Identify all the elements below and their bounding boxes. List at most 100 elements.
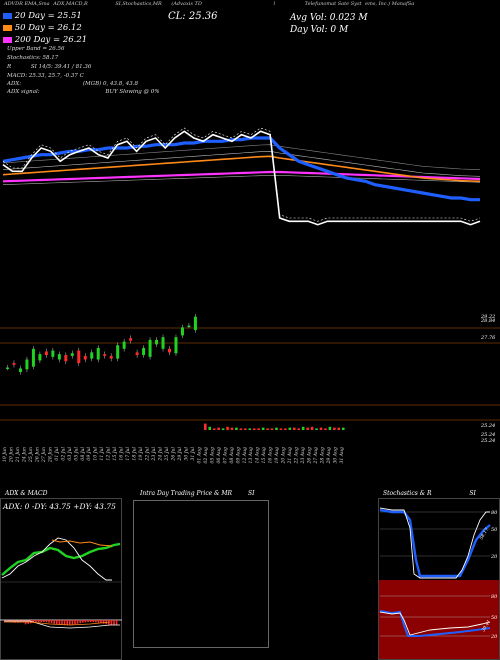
stochastics-stat: Stochastics: 58.17 — [7, 55, 59, 61]
volume-bar — [333, 427, 336, 430]
adx-label: ADX: — [7, 81, 22, 87]
date-tick-label: 01 Jul — [54, 446, 60, 460]
date-tick-label: 09 Aug — [235, 447, 241, 464]
date-tick-label: 15 Aug — [261, 447, 267, 464]
date-tick-label: 24 Jul — [158, 446, 164, 461]
date-tick-label: 01 Aug — [196, 447, 202, 464]
adx-panel — [0, 498, 122, 660]
volume-ylabel: 25.24 — [480, 438, 495, 444]
ma20-label: 20 Day = 25.51 — [14, 11, 82, 21]
date-tick-label: 05 Aug — [209, 447, 215, 464]
date-tick-label: 22 Jul — [145, 446, 151, 461]
volume-bar — [301, 426, 305, 430]
ma50-swatch — [3, 24, 12, 31]
candle-body — [193, 316, 197, 331]
volume-bar — [284, 428, 287, 430]
header-seg-5: Telefunomat Sate Syst — [304, 1, 362, 7]
stoch-title-main: Stochastics & R — [383, 490, 432, 497]
ma200-line — [2, 170, 481, 183]
volume-bar — [324, 428, 327, 430]
date-tick-label: 28 Jun — [47, 447, 53, 463]
candle-body — [161, 337, 165, 349]
volume-bar — [341, 427, 345, 430]
adx-signal-label: ADX signal: — [7, 89, 40, 95]
date-tick-label: 15 Jul — [112, 446, 118, 460]
date-tick-label: 12 Aug — [242, 447, 248, 464]
date-tick-label: 17 Jul — [125, 446, 131, 460]
date-tick-label: 26 Jun — [34, 447, 40, 463]
ma200-swatch — [3, 36, 12, 43]
date-tick-label: 26 Aug — [307, 447, 313, 465]
volume-bar — [261, 427, 265, 430]
price-dotted-line — [2, 127, 481, 222]
ma20-legend: 20 Day = 25.51 — [3, 11, 82, 21]
rsi-r: R — [7, 64, 12, 70]
header-seg-6: ems, Inc.) ManafSa — [365, 1, 415, 7]
candle-body — [6, 367, 9, 370]
ma200-legend: 200 Day = 26.21 — [3, 35, 87, 45]
date-tick-label: 23 Jul — [151, 446, 157, 461]
date-tick-label: 30 Aug — [332, 447, 338, 464]
candle-body — [109, 355, 113, 359]
candle-body — [31, 348, 35, 367]
date-tick-label: 22 Aug — [294, 447, 300, 465]
date-tick-label: 27 Aug — [313, 447, 319, 465]
volume-bar — [328, 426, 332, 430]
candle-body — [57, 354, 61, 360]
ma200-label: 200 Day = 26.21 — [14, 35, 88, 45]
date-tick-label: 08 Jul — [80, 446, 86, 460]
date-tick-label: 16 Aug — [268, 447, 274, 464]
date-tick-label: 19 Jun — [2, 447, 8, 462]
candle-body — [103, 354, 107, 356]
header-seg-0: ADVDR EMA,Sma — [4, 1, 50, 7]
date-tick-label: 08 Aug — [229, 447, 235, 464]
candle-body — [135, 352, 139, 356]
intraday-title-main: Intra Day Trading Price & MR — [140, 490, 233, 497]
date-tick-label: 31 Aug — [339, 447, 345, 464]
volume-bar — [266, 428, 269, 430]
volume-bar — [252, 428, 256, 430]
date-tick-label: 12 Jul — [106, 446, 112, 460]
date-tick-label: 20 Aug — [281, 447, 287, 465]
candle-body — [155, 339, 159, 345]
date-tick-label: 02 Jul — [60, 446, 66, 460]
candle-body — [77, 350, 81, 364]
macd-stat: MACD: 25.33, 25.7, -0.37 C — [7, 73, 84, 79]
rsi-values: SI 14/5: 39.41 / 81.36 — [30, 64, 92, 70]
adx-panel-title: ADX & MACD — [5, 490, 48, 497]
date-tick-label: 18 Jul — [132, 446, 138, 460]
candle-body — [174, 337, 178, 354]
date-tick-label: 13 Aug — [248, 447, 254, 464]
candle-body — [116, 345, 120, 359]
date-tick-label: 24 Jun — [21, 447, 27, 463]
stoch-title-si: SI — [469, 490, 476, 497]
date-tick-label: 19 Aug — [274, 447, 280, 464]
adx-line: ADX: (MGB) 0, 43.8, 43.8 — [7, 81, 138, 87]
date-tick-label: 06 Aug — [216, 447, 222, 464]
candle-body — [187, 325, 191, 328]
ma50-line — [2, 155, 481, 183]
candle-body — [168, 348, 171, 353]
candle-body — [70, 353, 74, 356]
date-tick-label: 05 Jul — [73, 446, 79, 460]
day-volume: Day Vol: 0 M — [290, 25, 349, 35]
date-tick-label: 30 Jul — [183, 446, 189, 460]
date-tick-label: 09 Jul — [86, 446, 92, 460]
volume-bar — [293, 427, 296, 430]
date-tick-label: 11 Jul — [99, 446, 105, 460]
lower-band-line — [2, 175, 481, 185]
volume-bar — [270, 428, 274, 430]
date-tick-label: 23 Aug — [300, 447, 306, 465]
date-tick-label: 20 Jun — [8, 447, 14, 463]
candle-body — [122, 341, 126, 349]
ma50-label: 50 Day = 26.12 — [14, 23, 82, 33]
candle-body — [96, 347, 100, 360]
candle-body — [51, 350, 55, 357]
close-price: CL: 25.36 — [168, 11, 218, 22]
date-tick-label: 07 Aug — [222, 447, 228, 464]
candle-body — [83, 355, 87, 360]
volume-bar — [337, 427, 341, 430]
volume-bar — [248, 428, 252, 430]
candle-body — [25, 359, 29, 370]
